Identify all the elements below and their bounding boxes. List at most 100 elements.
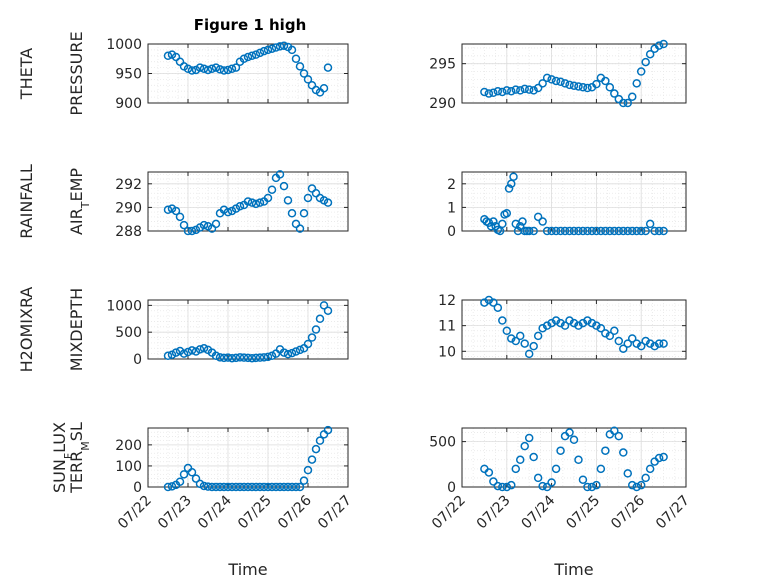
theta-data-point [547,75,556,84]
rainfall-ytick-label: 2 [447,177,456,193]
h2omixra-data-point [614,336,624,346]
terr_msl-data-point [291,482,301,492]
sun_flux-data-point [542,482,552,492]
terr_msl-data-point [311,444,321,454]
theta-data-point [560,79,570,88]
sun_flux-data-point [556,446,565,455]
figure-title: Figure 1 high [194,16,307,34]
h2omixra-data-point [583,316,592,325]
rainfall-data-point [524,226,534,236]
terr_msl-data-point [231,482,241,492]
sun_flux-data-point [551,464,561,474]
mixdepth-data-point [259,353,269,362]
pressure-data-point [187,66,197,75]
theta-data-point [605,83,615,92]
rainfall-data-point [654,226,664,236]
h2omixra-data-point [551,316,561,325]
sun_flux-data-point [632,482,641,492]
h2omixra-data-point [547,318,556,328]
rainfall-data-point [627,226,637,236]
h2omixra-data-point [480,298,489,307]
sun_flux-data-point [520,441,529,451]
theta-data-point [619,98,628,108]
pressure-data-point [215,65,225,74]
h2omixra-data-point [654,339,664,348]
terr_msl-data-point [243,482,253,492]
terr_msl-data-point [239,482,249,492]
air_temp-data-point [171,206,181,216]
sun_flux-data-point [515,455,525,465]
sun_flux-data-point [601,446,610,455]
terr_msl-data-point [303,465,313,475]
air_temp-data-point [251,199,261,209]
terr_msl-data-point [307,455,317,464]
rainfall-data-point [565,226,574,236]
rainfall-data-point [650,226,659,236]
h2omixra-data-point [619,344,628,353]
rainfall-data-point [645,219,655,229]
air_temp-data-point [211,219,221,229]
sun_flux-data-point [614,431,624,441]
mixdepth-data-point [255,353,265,362]
mixdepth-data-point [247,353,257,363]
h2omixra-data-point [659,339,668,348]
sun_flux-data-point [569,435,579,445]
terr_msl-data-point [163,482,173,492]
air_temp-data-point [199,220,209,230]
air_temp-series [163,170,333,236]
mixdepth-data-point [235,353,245,362]
theta-data-point [520,84,529,94]
pressure-data-point [199,64,209,74]
rainfall-axes-box [461,171,687,232]
theta-ytick-label: 295 [429,57,456,73]
h2omixra-data-point [498,316,507,325]
rainfall-data-point [498,219,507,229]
air_temp-ytick-label: 292 [115,177,142,193]
mixdepth-data-point [283,349,293,359]
terr_msl-data-point [215,482,225,492]
sun_flux-data-point [659,452,668,462]
mixdepth-ytick-label: 500 [115,325,142,341]
mixdepth-data-point [219,353,229,363]
sun_flux-data-point [565,428,574,437]
mixdepth-data-point [311,325,321,334]
air_temp-data-point [275,170,285,179]
h2omixra-data-point [610,326,619,336]
theta-data-point [565,80,574,90]
rainfall-data-point [574,226,583,236]
h2omixra-data-point [556,318,565,328]
sun_flux-data-point [511,464,521,474]
theta-data-point [480,87,489,97]
mixdepth-data-point [215,353,225,362]
rainfall-data-point [551,226,561,236]
h2omixra-data-point [587,318,597,328]
air_temp-ytick-label: 288 [115,224,142,240]
terr_msl-ytick-label: 0 [133,480,142,496]
mixdepth-data-point [279,348,289,357]
terr_msl-data-point [279,482,289,492]
h2omixra-ytick-label: 11 [438,319,456,335]
sun_flux-ytick-label: 0 [447,480,456,496]
h2omixra-ytick-label: 12 [438,293,456,309]
terr_msl-data-point [187,468,197,477]
sun_flux-ylabel: SUNFLUX [50,422,75,493]
sun_flux-data-point [502,482,512,492]
theta-data-point [502,86,512,95]
air_temp-axes-box [147,171,349,232]
h2omixra-data-point [578,318,588,328]
theta-data-point [542,73,552,83]
sun_flux-data-point [627,480,637,490]
pressure-series [163,41,333,97]
sun_flux-data-point [587,482,597,492]
mixdepth-data-point [163,351,173,361]
h2omixra-data-point [533,331,543,341]
terr_msl-series [163,425,333,492]
h2omixra-data-point [601,329,610,338]
theta-data-point [533,83,543,93]
theta-data-point [556,77,565,87]
theta-axes-box [461,43,687,104]
pressure-data-point [271,43,281,52]
sun_flux-data-point [592,480,601,490]
mixdepth-data-point [315,314,325,324]
theta-data-point [538,79,547,88]
